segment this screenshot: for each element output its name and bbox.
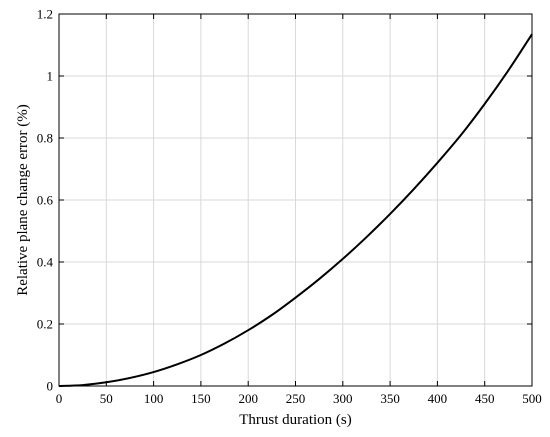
y-axis-label: Relative plane change error (%) — [15, 104, 31, 296]
y-tick-label: 0.2 — [37, 317, 53, 332]
y-tick-label: 1 — [47, 69, 54, 84]
y-tick-label: 0 — [47, 379, 54, 394]
x-tick-label: 300 — [333, 391, 353, 406]
y-tick-label: 0.8 — [37, 131, 53, 146]
plot-area-frame — [58, 13, 533, 387]
y-tick-label: 0.4 — [37, 255, 54, 270]
x-axis-label: Thrust duration (s) — [239, 412, 351, 428]
grid — [58, 13, 533, 387]
x-tick-label: 50 — [100, 391, 113, 406]
series-group — [58, 33, 533, 387]
x-tick-label: 250 — [286, 391, 306, 406]
y-tick-label: 0.6 — [37, 193, 54, 208]
x-tick-label: 450 — [475, 391, 495, 406]
x-tick-label: 350 — [380, 391, 400, 406]
x-tick-label: 500 — [522, 391, 542, 406]
tick-labels: 0 50 100 150 200 250 300 350 400 450 500 0 0.2 0.4 0.6… — [37, 7, 542, 407]
x-tick-label: 0 — [56, 391, 63, 406]
x-tick-label: 100 — [144, 391, 164, 406]
x-tick-label: 200 — [238, 391, 258, 406]
x-tick-label: 150 — [191, 391, 211, 406]
x-tick-label: 400 — [428, 391, 448, 406]
y-tick-label: 1.2 — [37, 7, 53, 22]
series-line-0 — [58, 33, 533, 387]
